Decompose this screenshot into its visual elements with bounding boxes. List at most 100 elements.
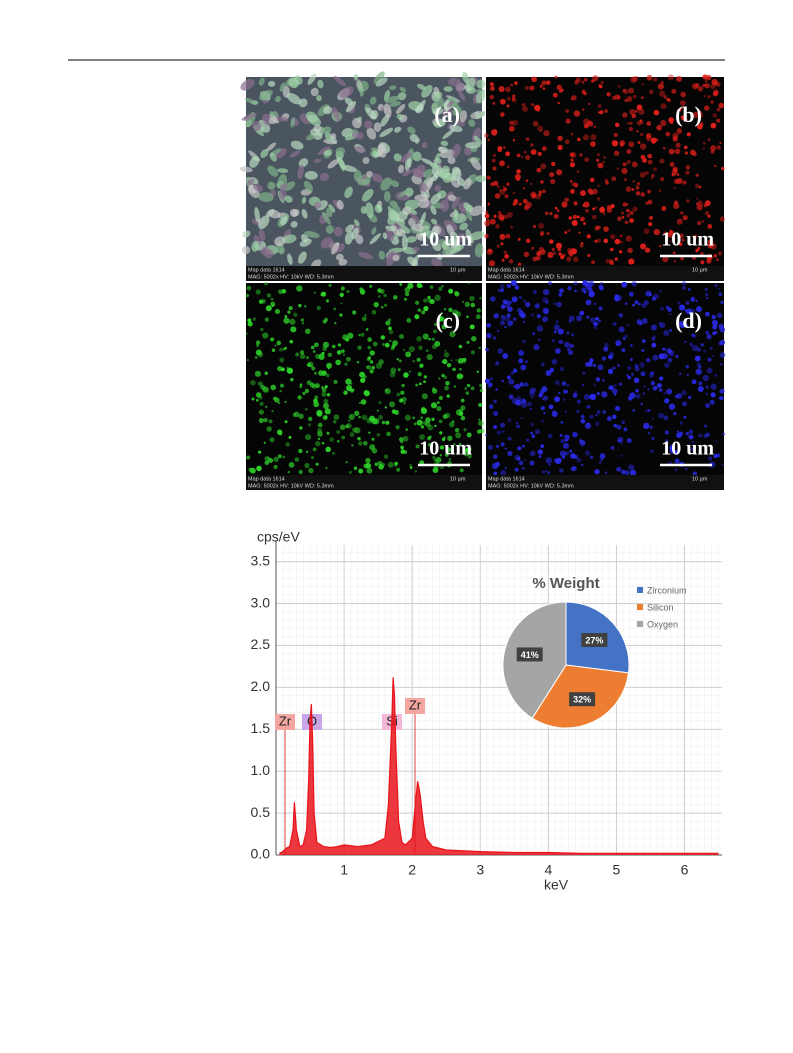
texture bbox=[611, 140, 619, 147]
texture bbox=[617, 216, 622, 221]
texture bbox=[663, 415, 669, 421]
texture bbox=[520, 364, 527, 371]
texture bbox=[493, 471, 498, 476]
texture bbox=[504, 254, 509, 259]
texture bbox=[425, 349, 429, 353]
texture bbox=[492, 153, 497, 158]
texture bbox=[676, 128, 683, 134]
texture bbox=[622, 88, 627, 93]
texture bbox=[525, 154, 531, 161]
texture bbox=[569, 343, 574, 349]
texture bbox=[245, 332, 249, 335]
texture bbox=[447, 447, 452, 452]
texture bbox=[597, 153, 601, 157]
texture bbox=[515, 421, 519, 425]
panel-footer bbox=[246, 266, 482, 281]
texture bbox=[572, 214, 578, 220]
texture bbox=[493, 313, 500, 319]
texture bbox=[712, 354, 715, 357]
texture bbox=[679, 100, 686, 106]
texture bbox=[568, 319, 572, 323]
texture bbox=[627, 395, 633, 401]
texture bbox=[542, 316, 549, 323]
texture bbox=[273, 464, 278, 470]
texture bbox=[643, 228, 650, 234]
texture bbox=[420, 407, 428, 415]
texture bbox=[465, 141, 481, 149]
texture bbox=[685, 431, 690, 436]
texture bbox=[628, 126, 634, 132]
y-tick-label: 0.5 bbox=[251, 804, 271, 820]
texture bbox=[553, 324, 560, 331]
texture bbox=[704, 311, 710, 317]
texture bbox=[308, 467, 314, 474]
texture bbox=[312, 447, 317, 452]
texture bbox=[385, 225, 396, 232]
texture bbox=[580, 418, 586, 424]
legend-label: Zirconium bbox=[647, 585, 687, 595]
texture bbox=[680, 211, 684, 215]
texture bbox=[521, 401, 528, 408]
panel-footer bbox=[486, 266, 724, 281]
texture bbox=[685, 308, 692, 315]
texture bbox=[567, 247, 574, 254]
texture bbox=[307, 361, 314, 368]
texture bbox=[333, 76, 346, 87]
texture bbox=[680, 91, 687, 98]
texture bbox=[542, 189, 546, 194]
texture bbox=[695, 202, 699, 206]
texture bbox=[470, 386, 475, 391]
texture bbox=[478, 418, 481, 421]
texture bbox=[695, 197, 699, 200]
texture bbox=[478, 403, 483, 408]
texture bbox=[542, 470, 545, 474]
texture bbox=[570, 466, 576, 472]
texture bbox=[352, 310, 357, 315]
texture bbox=[678, 108, 682, 112]
texture bbox=[327, 352, 333, 358]
texture bbox=[463, 178, 472, 190]
texture bbox=[557, 144, 563, 151]
texture bbox=[372, 150, 379, 159]
texture bbox=[500, 304, 506, 310]
texture bbox=[612, 414, 617, 420]
texture bbox=[500, 314, 506, 320]
texture bbox=[529, 387, 536, 394]
texture bbox=[590, 317, 595, 323]
texture bbox=[430, 205, 437, 215]
y-tick-label: 1.0 bbox=[251, 762, 271, 778]
texture bbox=[269, 437, 275, 443]
texture bbox=[629, 210, 634, 216]
texture bbox=[463, 147, 472, 156]
texture bbox=[696, 204, 703, 211]
texture bbox=[391, 409, 397, 414]
texture bbox=[542, 288, 550, 296]
texture bbox=[581, 80, 585, 84]
texture bbox=[405, 428, 408, 431]
texture bbox=[469, 295, 475, 302]
texture bbox=[282, 455, 286, 459]
texture bbox=[284, 420, 288, 424]
texture bbox=[676, 393, 683, 399]
texture bbox=[719, 339, 726, 346]
texture bbox=[684, 151, 689, 155]
texture bbox=[559, 340, 564, 345]
texture bbox=[479, 383, 483, 388]
texture bbox=[423, 380, 426, 384]
texture bbox=[652, 354, 659, 361]
texture bbox=[459, 468, 464, 473]
texture bbox=[557, 101, 560, 105]
texture bbox=[596, 238, 601, 243]
texture bbox=[534, 104, 541, 112]
texture bbox=[433, 119, 446, 128]
texture bbox=[674, 449, 678, 453]
texture bbox=[380, 114, 390, 127]
texture bbox=[246, 178, 255, 186]
texture bbox=[514, 467, 519, 472]
texture bbox=[668, 148, 675, 155]
texture bbox=[491, 158, 496, 163]
texture bbox=[692, 299, 695, 303]
texture bbox=[441, 324, 447, 330]
texture bbox=[713, 253, 718, 258]
texture bbox=[443, 99, 450, 113]
